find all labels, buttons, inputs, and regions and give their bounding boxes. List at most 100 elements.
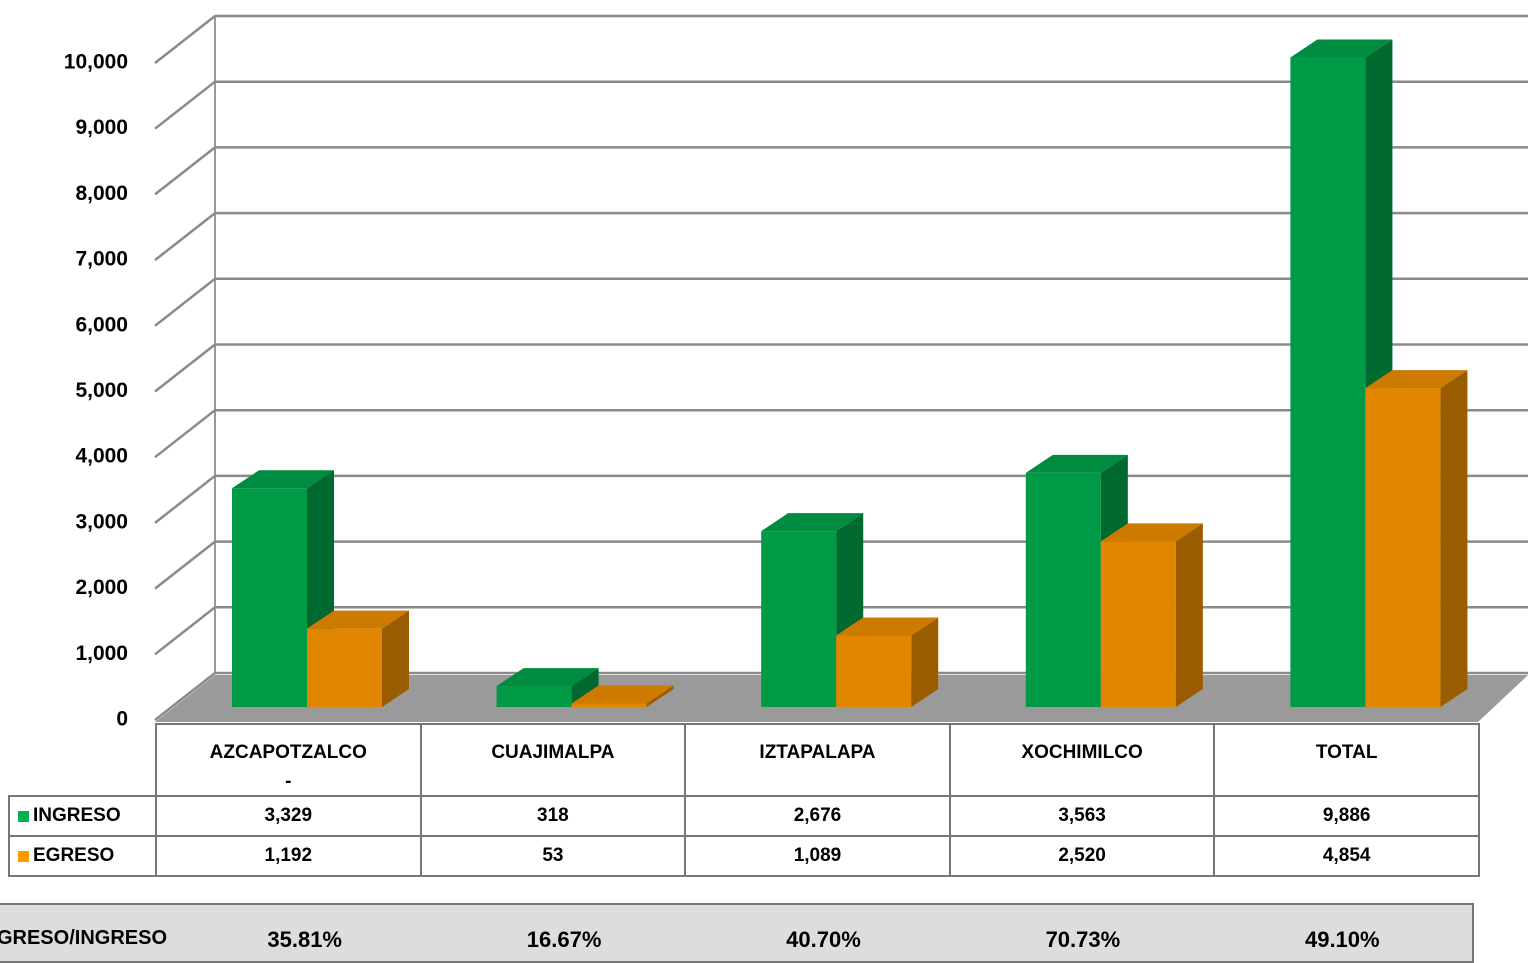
legend-label: INGRESO <box>33 804 121 826</box>
bar-top <box>1025 454 1128 473</box>
bar-top <box>1100 523 1203 542</box>
bar <box>761 513 864 707</box>
y-tick-label: 1,000 <box>75 642 128 665</box>
bar-front-shade <box>232 488 307 707</box>
bar-side-shade <box>1175 523 1203 707</box>
bar-top <box>232 470 334 489</box>
bar-top-shade <box>1290 39 1393 58</box>
bar-top-shade <box>836 617 939 636</box>
bar-side <box>646 685 674 707</box>
bar-front-shade <box>1025 472 1101 707</box>
legend-label: EGRESO <box>33 844 115 866</box>
value-label: 318 <box>419 795 687 837</box>
bar <box>307 610 409 707</box>
bar-top <box>307 610 409 629</box>
ratio-value: 16.67% <box>434 903 694 963</box>
bar-side-shade <box>911 617 939 707</box>
category-label: XOCHIMILCO <box>948 723 1216 795</box>
bar-front-shade <box>571 703 647 707</box>
value-label: 53 <box>419 835 687 877</box>
legend-swatch <box>18 850 29 862</box>
grid-line <box>154 80 1528 130</box>
ratio-value: 40.70% <box>693 903 954 963</box>
y-tick-label: 9,000 <box>75 116 128 139</box>
bar-front <box>1290 57 1366 707</box>
y-tick-label: 2,000 <box>75 576 128 599</box>
bar-side-shade <box>571 668 599 707</box>
bar-side-shade <box>382 610 409 707</box>
bar-front-shade <box>1100 541 1176 707</box>
ratio-value: 35.81% <box>175 903 435 963</box>
bar <box>496 668 599 707</box>
bar <box>836 617 939 707</box>
bar-front-shade <box>496 686 572 707</box>
bar-top-shade <box>761 513 864 532</box>
bar <box>1290 39 1393 707</box>
bar-front-shade <box>761 531 837 707</box>
y-tick-label: 4,000 <box>75 445 128 468</box>
y-tick-label: 0 <box>116 708 128 731</box>
bar-top <box>571 685 674 704</box>
legend-entry: INGRESO <box>8 795 157 837</box>
bar-front <box>496 686 572 707</box>
bar-front <box>761 531 837 707</box>
bar <box>1365 370 1468 707</box>
bar-front-shade <box>1365 388 1441 707</box>
category-label: IZTAPALAPA <box>684 723 951 795</box>
legend-entry: EGRESO <box>8 835 157 877</box>
bar-front <box>232 488 307 707</box>
bar-top-shade <box>496 668 599 687</box>
bar-front-shade <box>1290 57 1366 707</box>
y-tick-label: 5,000 <box>75 379 128 402</box>
bar-front <box>307 628 382 707</box>
grid-line <box>154 146 1528 196</box>
bar-top <box>496 668 599 687</box>
y-tick-label: 7,000 <box>75 248 128 271</box>
grid-line <box>154 408 1528 459</box>
bar-top <box>761 513 864 532</box>
category-label: TOTAL <box>1213 723 1480 795</box>
grid-line <box>154 343 1528 393</box>
bar-top-shade <box>307 610 409 629</box>
y-tick-label: 3,000 <box>75 510 128 533</box>
value-label: 1,192 <box>155 835 422 877</box>
value-label: 2,520 <box>948 835 1216 877</box>
bar-side <box>571 668 599 707</box>
value-label: 3,329 <box>155 795 422 837</box>
bar-top-shade <box>232 470 334 489</box>
value-label: 9,886 <box>1213 795 1480 837</box>
bar-top-shade <box>1100 523 1203 542</box>
bar-side <box>1440 370 1468 707</box>
bar-front-shade <box>836 635 912 707</box>
bar-top <box>836 617 939 636</box>
ratio-value: 49.10% <box>1212 903 1474 963</box>
bar-side <box>911 617 939 707</box>
bar-top <box>1290 39 1393 58</box>
bar-top <box>1365 370 1468 389</box>
bar-top-shade <box>1365 370 1468 389</box>
category-label: AZCAPOTZALCO - <box>155 723 422 795</box>
bar <box>1100 523 1203 707</box>
bar-front <box>571 703 647 707</box>
ratio-name: EGRESO/INGRESO <box>0 903 177 963</box>
value-label: 4,854 <box>1213 835 1480 877</box>
value-label: 3,563 <box>948 795 1216 837</box>
category-label: CUAJIMALPA <box>419 723 687 795</box>
y-tick-label: 8,000 <box>75 182 128 205</box>
bar-front <box>1100 541 1176 707</box>
bar-top-shade <box>1025 454 1128 473</box>
bar-front-shade <box>307 628 382 707</box>
grid-line <box>154 14 1528 64</box>
bar-front <box>1025 472 1101 707</box>
y-tick-label: 6,000 <box>75 313 128 336</box>
y-tick-label: 10,000 <box>64 51 128 74</box>
grid-line <box>154 211 1528 262</box>
grid-line <box>154 277 1528 327</box>
value-label: 1,089 <box>684 835 951 877</box>
bar-front <box>1365 388 1441 707</box>
bar-front <box>836 635 912 707</box>
bar-top-shade <box>571 685 674 704</box>
value-label: 2,676 <box>684 795 951 837</box>
